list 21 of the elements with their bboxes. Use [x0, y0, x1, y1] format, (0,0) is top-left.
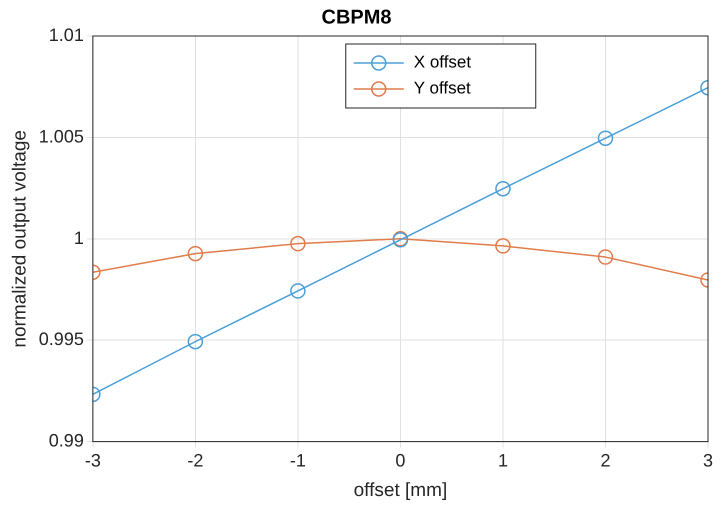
- point: [495, 180, 511, 196]
- point: [290, 283, 306, 299]
- y-tick-label: 0.995: [38, 329, 84, 350]
- x-tick-label: 1: [498, 450, 508, 470]
- x-tick-label: -3: [84, 450, 101, 470]
- legend-label: X offset: [414, 52, 472, 72]
- x-axis-title: offset [mm]: [354, 480, 448, 501]
- x-tick-label: 0: [395, 450, 406, 470]
- y-tick-label: 1.005: [38, 126, 84, 146]
- x-tick-label: 3: [702, 450, 714, 470]
- y-tick-label: 1: [74, 228, 84, 248]
- legend-label: Y offset: [414, 78, 472, 98]
- x-tick-label: -1: [290, 450, 306, 470]
- x-tick-label: -2: [187, 450, 204, 470]
- x-tick-label: 2: [600, 450, 610, 470]
- y-axis-title: normalized output voltage: [10, 130, 31, 348]
- y-tick-label: 0.99: [48, 430, 84, 451]
- chart-title: CBPM8: [321, 6, 392, 29]
- point: [290, 236, 306, 252]
- point: [495, 238, 511, 254]
- y-tick-label: 1.01: [48, 24, 84, 45]
